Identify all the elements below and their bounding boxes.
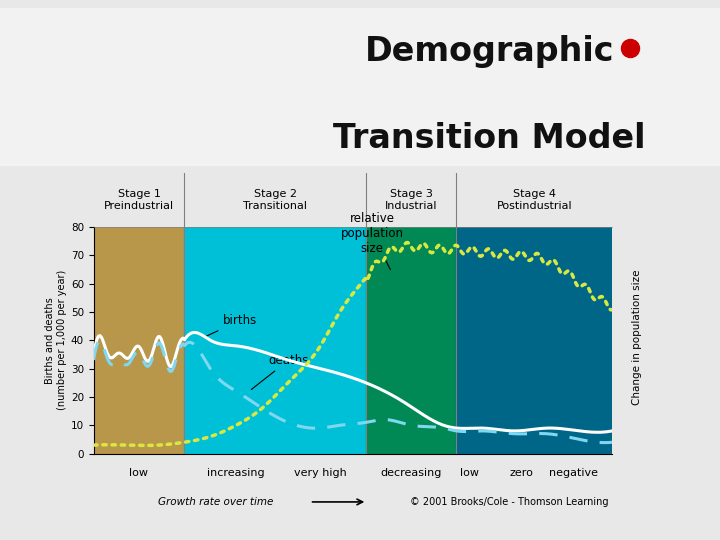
Text: © 2001 Brooks/Cole - Thomson Learning: © 2001 Brooks/Cole - Thomson Learning	[410, 497, 609, 507]
Text: Stage 2
Transitional: Stage 2 Transitional	[243, 189, 307, 211]
Text: Stage 3
Industrial: Stage 3 Industrial	[385, 189, 437, 211]
Bar	[94, 227, 184, 454]
Text: relative
population
size: relative population size	[341, 212, 404, 269]
Text: Stage 4
Postindustrial: Stage 4 Postindustrial	[496, 189, 572, 211]
Bar	[366, 227, 456, 454]
Text: negative: negative	[549, 468, 598, 478]
Text: low: low	[130, 468, 148, 478]
Bar	[184, 227, 366, 454]
Text: low: low	[460, 468, 479, 478]
Bar	[456, 227, 612, 454]
Y-axis label: Births and deaths
(number per 1,000 per year): Births and deaths (number per 1,000 per …	[45, 270, 66, 410]
Text: Growth rate over time: Growth rate over time	[158, 497, 274, 507]
Text: Transition Model: Transition Model	[333, 122, 646, 155]
Text: Change in population size: Change in population size	[632, 270, 642, 405]
Text: deaths: deaths	[251, 354, 309, 389]
Text: Stage 1
Preindustrial: Stage 1 Preindustrial	[104, 189, 174, 211]
Text: Demographic: Demographic	[365, 35, 614, 69]
Text: decreasing: decreasing	[380, 468, 442, 478]
Text: births: births	[206, 314, 258, 336]
Text: zero: zero	[509, 468, 534, 478]
Text: increasing: increasing	[207, 468, 265, 478]
Text: very high: very high	[294, 468, 347, 478]
